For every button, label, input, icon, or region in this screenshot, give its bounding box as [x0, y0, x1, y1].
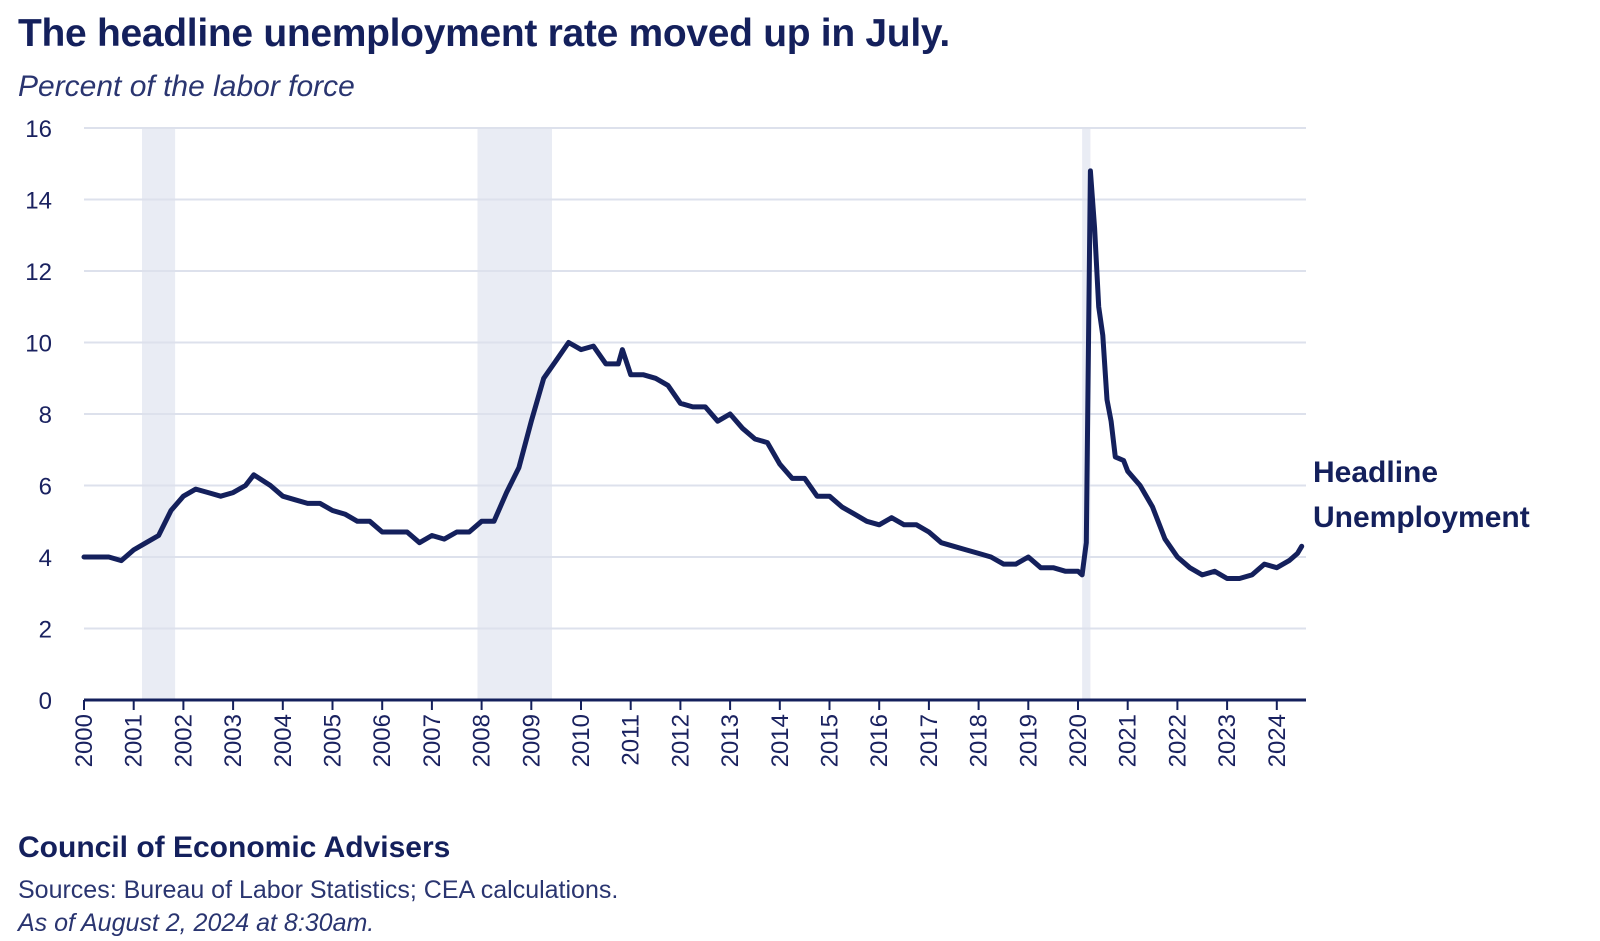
- y-axis-ticks: 0 2 4 6 8 10 12 14 16: [25, 116, 52, 715]
- y-tick-label: 10: [25, 331, 52, 358]
- footer-organization: Council of Economic Advisers: [18, 831, 451, 864]
- x-tick-label: 2006: [369, 714, 396, 767]
- x-tick-label: 2007: [419, 714, 446, 767]
- y-tick-label: 12: [25, 259, 52, 286]
- y-tick-label: 0: [39, 688, 52, 715]
- chart-title: The headline unemployment rate moved up …: [18, 12, 950, 55]
- series-group: [81, 168, 1305, 581]
- y-tick-label: 16: [25, 116, 52, 143]
- x-tick-label: 2012: [667, 714, 694, 767]
- x-tick-label: 2020: [1065, 714, 1092, 767]
- x-tick-label: 2019: [1015, 714, 1042, 767]
- x-tick-label: 2014: [767, 714, 794, 767]
- x-tick-label: 2015: [817, 714, 844, 767]
- y-tick-label: 4: [39, 545, 52, 572]
- series-label-group: Headline Unemployment: [1313, 456, 1530, 534]
- footer-sources: Sources: Bureau of Labor Statistics; CEA…: [18, 876, 619, 904]
- y-tick-label: 8: [39, 402, 52, 429]
- x-tick-label: 2003: [220, 714, 247, 767]
- x-tick-label: 2010: [568, 714, 595, 767]
- x-tick-label: 2001: [121, 714, 148, 767]
- series-line-headline-unemployment: [81, 168, 1305, 581]
- series-label-line1: Headline: [1313, 456, 1438, 489]
- x-tick-label: 2021: [1115, 714, 1142, 767]
- x-tick-label: 2011: [618, 714, 645, 766]
- x-tick-label: 2023: [1214, 714, 1241, 767]
- x-tick-label: 2002: [170, 714, 197, 767]
- y-tick-label: 14: [25, 188, 52, 215]
- x-tick-label: 2018: [966, 714, 993, 767]
- x-tick-label: 2000: [71, 714, 98, 767]
- gridlines: [84, 127, 1306, 630]
- y-tick-label: 2: [39, 617, 52, 644]
- x-tick-label: 2022: [1164, 714, 1191, 767]
- x-tick-label: 2017: [916, 714, 943, 767]
- x-tick-label: 2016: [866, 714, 893, 767]
- x-tick-label: 2008: [469, 714, 496, 767]
- chart-subtitle: Percent of the labor force: [18, 70, 355, 103]
- x-tick-label: 2024: [1264, 714, 1291, 767]
- x-tick-label: 2005: [320, 714, 347, 767]
- series-label-line2: Unemployment: [1313, 501, 1530, 534]
- y-tick-label: 6: [39, 474, 52, 501]
- x-tick-label: 2013: [717, 714, 744, 767]
- x-axis-ticks: 2000 2001 2002 2003 2004 2005 2006 2007 2008 2009…: [71, 700, 1291, 767]
- x-tick-label: 2009: [518, 714, 545, 767]
- x-tick-label: 2004: [270, 714, 297, 767]
- footer-as-of: As of August 2, 2024 at 8:30am.: [18, 909, 375, 937]
